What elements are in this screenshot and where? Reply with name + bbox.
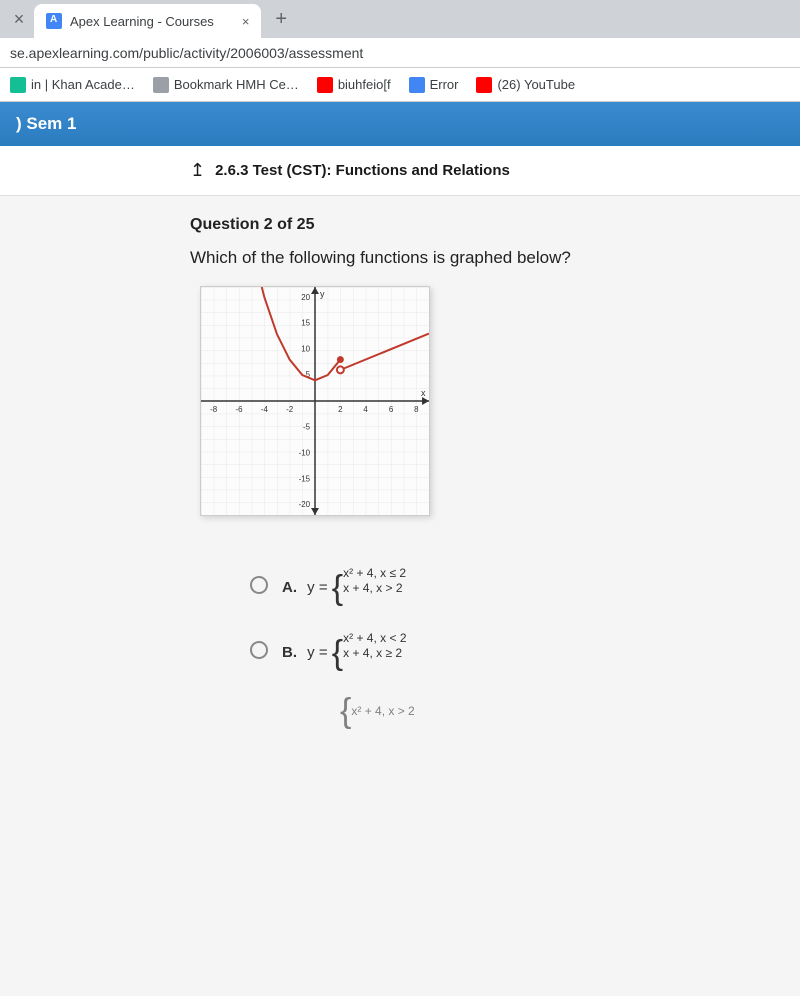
svg-text:6: 6 [389,405,394,414]
bookmark-khan[interactable]: in | Khan Acade… [10,77,135,93]
browser-tab[interactable]: Apex Learning - Courses × [34,4,261,38]
khan-icon [10,77,26,93]
url-text: se.apexlearning.com/public/activity/2006… [10,45,363,61]
bookmark-biuh[interactable]: biuhfeio[f [317,77,391,93]
browser-chrome: × Apex Learning - Courses × + se.apexlea… [0,0,800,102]
svg-text:-4: -4 [261,405,269,414]
tab-strip: × Apex Learning - Courses × + [0,0,800,38]
bookmarks-bar: in | Khan Acade… Bookmark HMH Ce… biuhfe… [0,68,800,102]
answer-list: A. y = {x² + 4, x ≤ 2x + 4, x > 2 B. y =… [250,566,800,726]
svg-text:x: x [421,388,426,398]
bookmark-hmh[interactable]: Bookmark HMH Ce… [153,77,299,93]
yt2-icon [476,77,492,93]
question-text: Which of the following functions is grap… [190,248,800,268]
svg-text:-5: -5 [303,423,311,432]
test-header: ↥ 2.6.3 Test (CST): Functions and Relati… [0,146,800,196]
svg-text:-10: -10 [299,449,311,458]
apex-icon [409,77,425,93]
address-bar[interactable]: se.apexlearning.com/public/activity/2006… [0,38,800,68]
tab-title: Apex Learning - Courses [70,14,214,29]
bookmark-youtube[interactable]: (26) YouTube [476,77,575,93]
radio-b[interactable] [250,641,268,659]
svg-text:-2: -2 [286,405,293,414]
answer-a[interactable]: A. y = {x² + 4, x ≤ 2x + 4, x > 2 [250,566,800,603]
svg-text:10: 10 [301,344,310,353]
svg-text:-15: -15 [299,474,311,483]
svg-text:y: y [320,289,325,299]
course-header: ) Sem 1 [0,102,800,146]
apex-favicon-icon [46,13,62,29]
test-title: 2.6.3 Test (CST): Functions and Relation… [215,162,510,179]
new-tab-button[interactable]: + [275,8,287,31]
hmh-icon [153,77,169,93]
svg-text:-6: -6 [235,405,243,414]
svg-text:4: 4 [363,405,368,414]
svg-text:20: 20 [301,293,310,302]
yt-icon [317,77,333,93]
radio-a[interactable] [250,576,268,594]
prev-tab-close-icon[interactable]: × [4,0,34,38]
svg-text:-20: -20 [299,500,311,509]
answer-b[interactable]: B. y = {x² + 4, x < 2x + 4, x ≥ 2 [250,631,800,668]
svg-text:-8: -8 [210,405,218,414]
question-content: Question 2 of 25 Which of the following … [0,196,800,996]
close-tab-icon[interactable]: × [242,14,250,29]
svg-text:15: 15 [301,319,310,328]
back-arrow-icon[interactable]: ↥ [190,160,205,181]
svg-text:8: 8 [414,405,419,414]
bookmark-error[interactable]: Error [409,77,459,93]
svg-text:2: 2 [338,405,342,414]
answer-c-partial[interactable]: {x² + 4, x > 2 [250,696,800,726]
question-number: Question 2 of 25 [190,216,800,234]
function-graph: -8 -6 -4 -2 2 4 6 8 20 15 10 5 -5 -10 -1… [200,286,430,516]
